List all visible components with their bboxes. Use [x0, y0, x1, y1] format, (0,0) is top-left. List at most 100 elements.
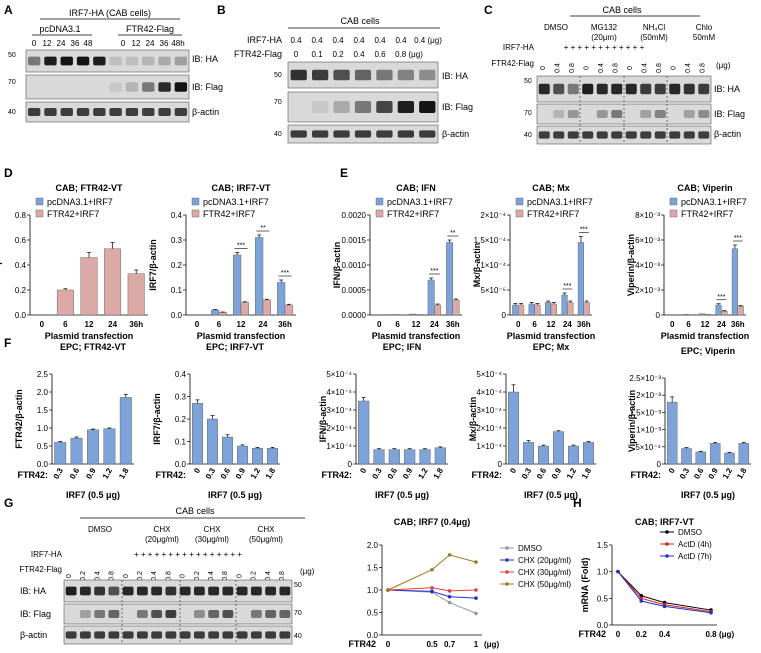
significance-label: ** — [260, 225, 266, 232]
blot-g-row2-val: 0.8 — [165, 571, 172, 581]
blot-g-flag-band — [193, 610, 205, 618]
blot-g-ha-band — [94, 586, 106, 596]
blot-c-row-label: β-actin — [714, 129, 741, 139]
chart-title: EPC; Viperin — [681, 346, 735, 356]
y-tick-label: 1.5×10⁻⁴ — [474, 236, 507, 245]
blot-b-row1-val: 0.4 (μg) — [414, 36, 442, 45]
legend-label: FTR42+IRF7 — [527, 209, 579, 219]
bar — [119, 397, 132, 465]
bar — [233, 254, 242, 316]
blot-c-flag-band — [683, 110, 695, 118]
bar — [388, 449, 400, 465]
blot-g-actin-band — [236, 631, 248, 639]
blot-c-row2-val: 0 — [627, 66, 634, 70]
y-axis-label: IRF7/β-actin — [152, 393, 162, 445]
blot-g-ha-band — [122, 586, 134, 596]
y-tick-label: 0.0 — [597, 621, 609, 630]
x-tick-label: 0 — [508, 466, 518, 475]
bar — [103, 428, 116, 465]
bar — [550, 303, 557, 316]
bar — [699, 313, 706, 316]
legend-label: pcDNA3.1+IRF7 — [387, 197, 453, 207]
blot-c-row-label: IB: HA — [714, 84, 740, 94]
blot-a-actin — [25, 101, 190, 123]
blot-g-row2-val: 0 — [180, 574, 187, 578]
blot-b-row1-val: 0.4 — [395, 36, 407, 45]
blot-a-ha-band — [60, 56, 73, 66]
blot-a-ha-band — [142, 56, 155, 66]
bar — [434, 447, 446, 465]
blot-g-group: CHX — [154, 525, 172, 534]
blot-a-actin-band — [158, 108, 171, 116]
y-tick-label: 0.0000 — [342, 311, 367, 320]
blot-g-actin-band — [179, 631, 191, 639]
x-tick-label: 1.2 — [565, 466, 579, 481]
bar — [561, 294, 568, 316]
blot-c-group: MG132 — [591, 23, 618, 32]
blot-b-marker: 50 — [274, 72, 282, 79]
blot-g-actin-band — [208, 631, 220, 639]
y-axis-label: Mx/β-actin — [468, 397, 478, 442]
bar — [277, 282, 286, 316]
x-tick-label: 12 — [412, 320, 421, 329]
legend-swatch — [191, 197, 200, 206]
bar — [731, 248, 738, 316]
blot-a-lane: 12 — [132, 39, 141, 48]
blot-g-row-label: β-actin — [20, 630, 47, 640]
blot-b-flag-band — [397, 101, 414, 113]
panel-letter-B: B — [217, 3, 226, 17]
blot-g-ha-band — [193, 586, 205, 596]
panel-letter-C: C — [484, 3, 493, 17]
blot-a-lane: 36 — [71, 39, 80, 48]
blot-c-actin-band — [625, 131, 637, 139]
y-tick-label: 1.0 — [597, 568, 609, 577]
blot-g-row2-val: 0.2 — [137, 571, 144, 581]
legend-label: pcDNA3.1+IRF7 — [681, 197, 747, 207]
x-cat-label: FTR42: — [155, 470, 186, 480]
legend-swatch — [375, 209, 384, 218]
y-tick-label: 4×10⁻⁴ — [476, 388, 502, 397]
blot-b-row-label: β-actin — [442, 129, 469, 139]
chart-title: CAB; Mx — [532, 183, 570, 193]
chart-D1: CAB; FTR42-VT 0.0 0.2 0.4 0.6 0.8 FTR42/β-acti… — [0, 183, 148, 341]
blot-b-row2-val: 0.6 — [374, 50, 386, 59]
chart-H: CAB; IRF7-VT 0.0 0.5 1.0 1.5 0 0.2 0.4 0.8 FTR42 (… — [578, 517, 734, 639]
y-tick-label: 0.8 — [15, 211, 27, 220]
blot-a-actin-band — [60, 108, 73, 116]
blot-g-row2-val: 0.8 — [222, 571, 229, 581]
legend-label: CHX (30μg/ml) — [518, 568, 571, 577]
bar — [192, 403, 203, 465]
y-tick-label: 1.5×10⁻³ — [629, 408, 661, 417]
y-tick-label: 0.2 — [175, 415, 187, 424]
blot-a-marker: 50 — [8, 52, 16, 59]
x-tick-label: 0.6 — [386, 466, 400, 481]
chart-F1: EPC; FTR42-VT 0.0 0.5 1.0 1.5 2.0 2.5 FTR42/β-a… — [14, 342, 134, 500]
y-tick-label: 0.0020 — [342, 211, 367, 220]
blot-g-row-label: IB: HA — [20, 586, 46, 596]
bar — [567, 302, 574, 316]
blot-a-lane: 24 — [57, 39, 66, 48]
y-axis-label: FTR42/β-actin — [0, 235, 2, 295]
x-tick-label: 1.8 — [735, 466, 749, 481]
blot-g-row2-val: 0 — [66, 574, 73, 578]
legend-label: pcDNA3.1+IRF7 — [527, 197, 593, 207]
bar — [218, 312, 227, 316]
bar — [240, 302, 249, 316]
bar — [737, 306, 744, 316]
blot-b-row2-val: 0.1 — [311, 50, 323, 59]
blot-c-marker: 50 — [524, 78, 532, 85]
blot-g-row2-val: 0.2 — [251, 571, 258, 581]
y-tick-label: 2.5 — [37, 370, 49, 379]
blot-b-flag-band — [354, 101, 372, 113]
y-axis-label: IFN/β-actin — [318, 396, 328, 443]
x-axis-label: FTR42 — [578, 629, 606, 639]
y-tick-label: 2.0 — [367, 541, 379, 550]
bar — [553, 431, 564, 465]
x-axis-label: IRF7 (0.5 μg) — [681, 490, 735, 500]
blot-a-group1: pcDNA3.1 — [39, 24, 80, 34]
blot-b-row2-label: FTR42-Flag — [234, 49, 282, 59]
x-tick-label: 12 — [547, 320, 556, 329]
panel-letter-D: D — [4, 166, 13, 180]
data-point — [474, 611, 478, 616]
y-tick-label: 4×10⁻⁴ — [326, 388, 352, 397]
